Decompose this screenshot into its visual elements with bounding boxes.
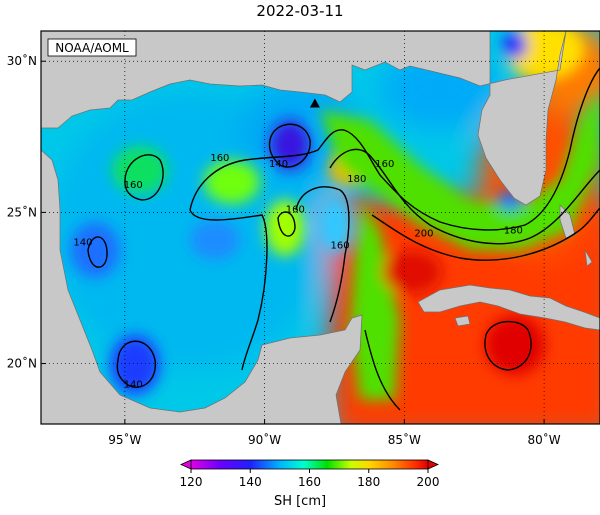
- contour-160-loop: [189, 209, 268, 371]
- contour-label-3: 160: [286, 204, 305, 215]
- credit-label: NOAA/AOML: [55, 41, 129, 55]
- contour-180-south: [364, 329, 401, 411]
- land-isle-of-youth: [454, 315, 471, 327]
- colorbar-tick-label-0: 120: [180, 475, 203, 489]
- lon-tick-label-2: 85˚W: [388, 432, 421, 447]
- lon-tick-label-1: 90˚W: [248, 432, 281, 447]
- contour-140-eddy: [268, 123, 311, 168]
- contour-160-center: [189, 67, 600, 231]
- map-frame: [40, 30, 600, 425]
- contour-label-8: 200: [414, 229, 433, 240]
- contour-label-6: 160: [331, 241, 350, 252]
- lat-tick-label-2: 20˚N: [7, 356, 37, 371]
- contour-label-0: 160: [124, 180, 143, 191]
- contour-200: [371, 207, 600, 261]
- colorbar: 120 140 160 180 200: [180, 459, 440, 489]
- contour-label-7: 140: [73, 238, 92, 249]
- lon-tick-label-3: 80˚W: [528, 432, 561, 447]
- contour-lines: [87, 67, 600, 411]
- contour-label-2: 160: [210, 153, 229, 164]
- graticule: [41, 31, 600, 424]
- colorbar-label: SH [cm]: [273, 494, 327, 509]
- credit-box: NOAA/AOML: [47, 38, 137, 57]
- axis-labels: 95˚W 90˚W 85˚W 80˚W 30˚N 25˚N 20˚N: [7, 53, 561, 447]
- map-title: 2022-03-11: [256, 2, 344, 20]
- lat-tick-label-1: 25˚N: [7, 204, 37, 219]
- colorbar-tick-label-4: 200: [417, 475, 440, 489]
- contour-labels: 160 140 160 160 180 160 160 140 200 180 140: [73, 153, 523, 391]
- colorbar-tick-label-1: 140: [239, 475, 262, 489]
- colorbar-min-arrow: [180, 459, 192, 470]
- contour-160-inner: [277, 211, 296, 237]
- contour-140-west: [87, 236, 108, 268]
- contour-160-west: [124, 154, 164, 201]
- contour-label-1: 140: [269, 159, 288, 170]
- land-mexico: [41, 149, 363, 424]
- land-cuba: [417, 284, 600, 331]
- lat-tick-label-0: 30˚N: [7, 53, 37, 68]
- contour-140-south: [116, 340, 156, 388]
- land: [41, 31, 600, 424]
- colorbar-tick-label-3: 180: [357, 475, 380, 489]
- colorbar-tick-label-2: 160: [298, 475, 321, 489]
- land-us-gulf-coast: [41, 31, 600, 206]
- contour-label-4: 180: [347, 174, 366, 185]
- contour-label-5: 160: [375, 159, 394, 170]
- station-marker: [309, 98, 320, 108]
- contour-160-lcring: [295, 186, 350, 323]
- contour-180: [329, 148, 600, 245]
- contour-label-9: 180: [504, 226, 523, 237]
- colorbar-max-arrow: [427, 459, 439, 470]
- lon-tick-label-0: 95˚W: [108, 432, 141, 447]
- colorbar-body: [190, 459, 429, 470]
- contour-200-cay: [484, 320, 532, 371]
- contour-label-10: 140: [124, 380, 143, 391]
- sea-height-features: [70, 31, 600, 400]
- land-bahamas-2: [584, 249, 593, 267]
